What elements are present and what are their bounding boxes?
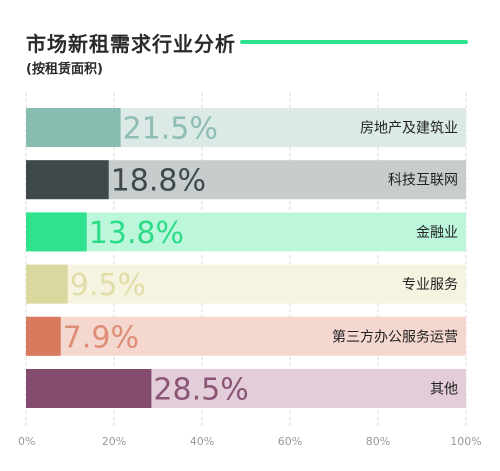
- x-tick-label-0: 0%: [18, 435, 35, 448]
- x-tick-label-3: 60%: [278, 435, 302, 448]
- bar-2: [26, 212, 87, 252]
- chart-title: 市场新租需求行业分析: [26, 32, 236, 56]
- category-label-3: 专业服务: [402, 277, 458, 293]
- x-tick-label-4: 80%: [366, 435, 390, 448]
- bar-4: [26, 316, 61, 356]
- bar-1: [26, 160, 109, 200]
- value-label-5: 28.5%: [153, 373, 248, 408]
- x-tick-label-2: 40%: [190, 435, 214, 448]
- category-label-2: 金融业: [416, 225, 458, 241]
- bar-0: [26, 108, 121, 147]
- category-label-5: 其他: [430, 382, 458, 398]
- chart-subtitle: (按租赁面积): [26, 62, 103, 77]
- x-tick-label-1: 20%: [102, 435, 126, 448]
- bar-track-4: [26, 316, 466, 356]
- bar-5: [26, 369, 152, 408]
- category-label-1: 科技互联网: [388, 173, 458, 189]
- title-accent-line: [240, 40, 468, 44]
- x-tick-label-5: 100%: [450, 435, 481, 448]
- bar-track-2: [26, 212, 466, 252]
- value-label-2: 13.8%: [89, 216, 184, 251]
- value-label-0: 21.5%: [123, 112, 218, 147]
- value-label-3: 9.5%: [70, 268, 146, 303]
- category-label-4: 第三方办公服务运营: [332, 328, 458, 345]
- value-label-1: 18.8%: [111, 164, 206, 199]
- value-label-4: 7.9%: [63, 320, 139, 355]
- bar-3: [26, 264, 68, 304]
- bar-track-3: [26, 264, 466, 304]
- category-label-0: 房地产及建筑业: [360, 121, 458, 137]
